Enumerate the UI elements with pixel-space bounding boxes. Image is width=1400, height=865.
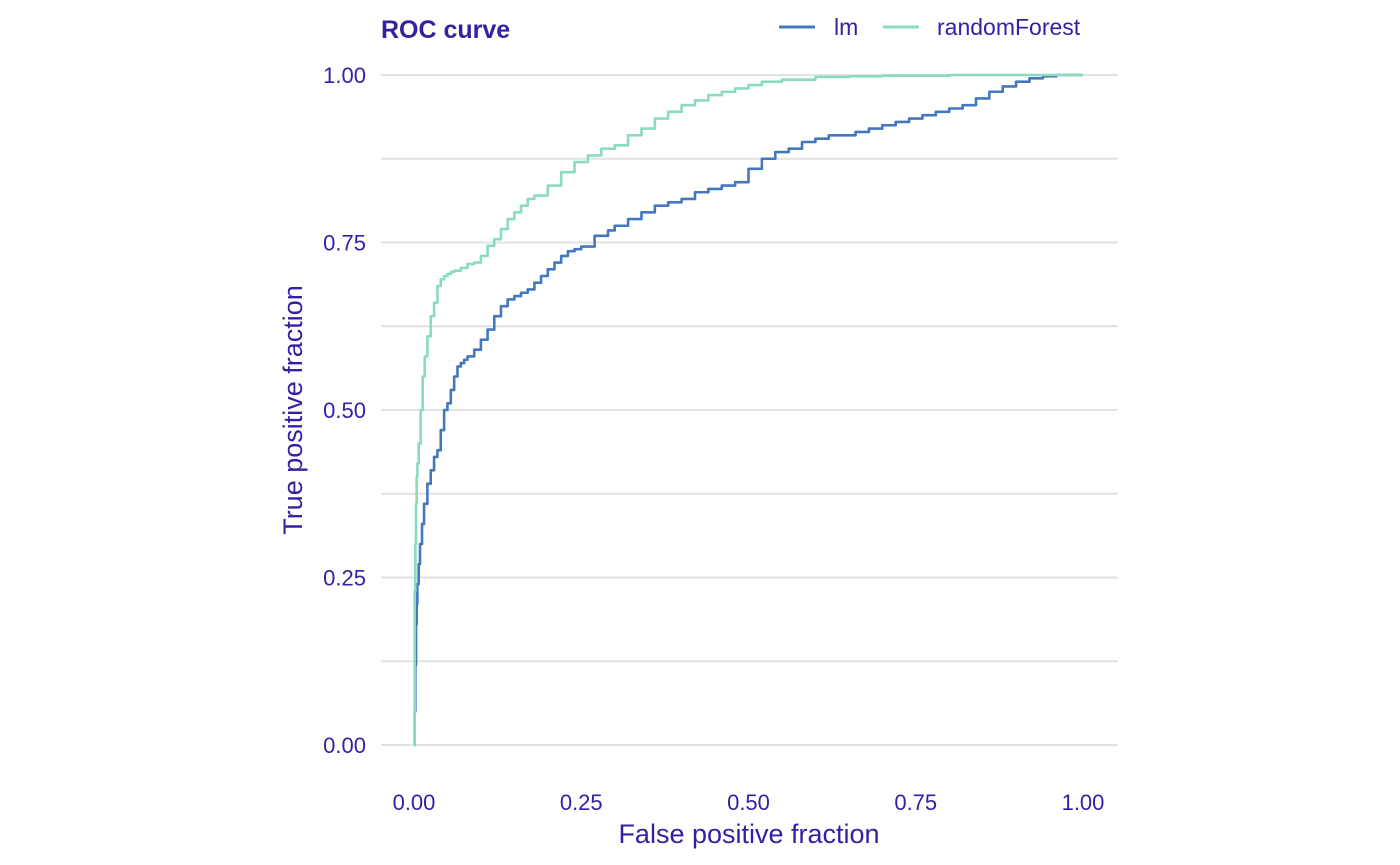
y-axis-ticks: 0.00 0.25 0.50 0.75 1.00 <box>323 63 366 758</box>
legend-label-lm: lm <box>834 14 858 40</box>
legend-label-randomforest: randomForest <box>937 14 1081 40</box>
series-lines <box>413 73 1083 747</box>
x-tick-label: 1.00 <box>1062 790 1105 815</box>
x-axis-ticks: 0.00 0.25 0.50 0.75 1.00 <box>393 790 1105 815</box>
legend: lm randomForest <box>779 14 1081 40</box>
y-tick-label: 1.00 <box>323 63 366 88</box>
x-tick-label: 0.25 <box>560 790 603 815</box>
x-axis-label: False positive fraction <box>618 819 879 849</box>
series-line-lm <box>413 73 1083 747</box>
x-tick-label: 0.00 <box>393 790 436 815</box>
y-tick-label: 0.50 <box>323 398 366 423</box>
chart-title: ROC curve <box>381 16 510 44</box>
grid-lines <box>381 74 1118 746</box>
y-tick-label: 0.00 <box>323 733 366 758</box>
x-tick-label: 0.50 <box>727 790 770 815</box>
y-axis-label: True positive fraction <box>278 285 308 535</box>
y-tick-label: 0.25 <box>323 566 366 591</box>
y-tick-label: 0.75 <box>323 231 366 256</box>
series-line-randomforest <box>413 73 1083 747</box>
x-tick-label: 0.75 <box>894 790 937 815</box>
